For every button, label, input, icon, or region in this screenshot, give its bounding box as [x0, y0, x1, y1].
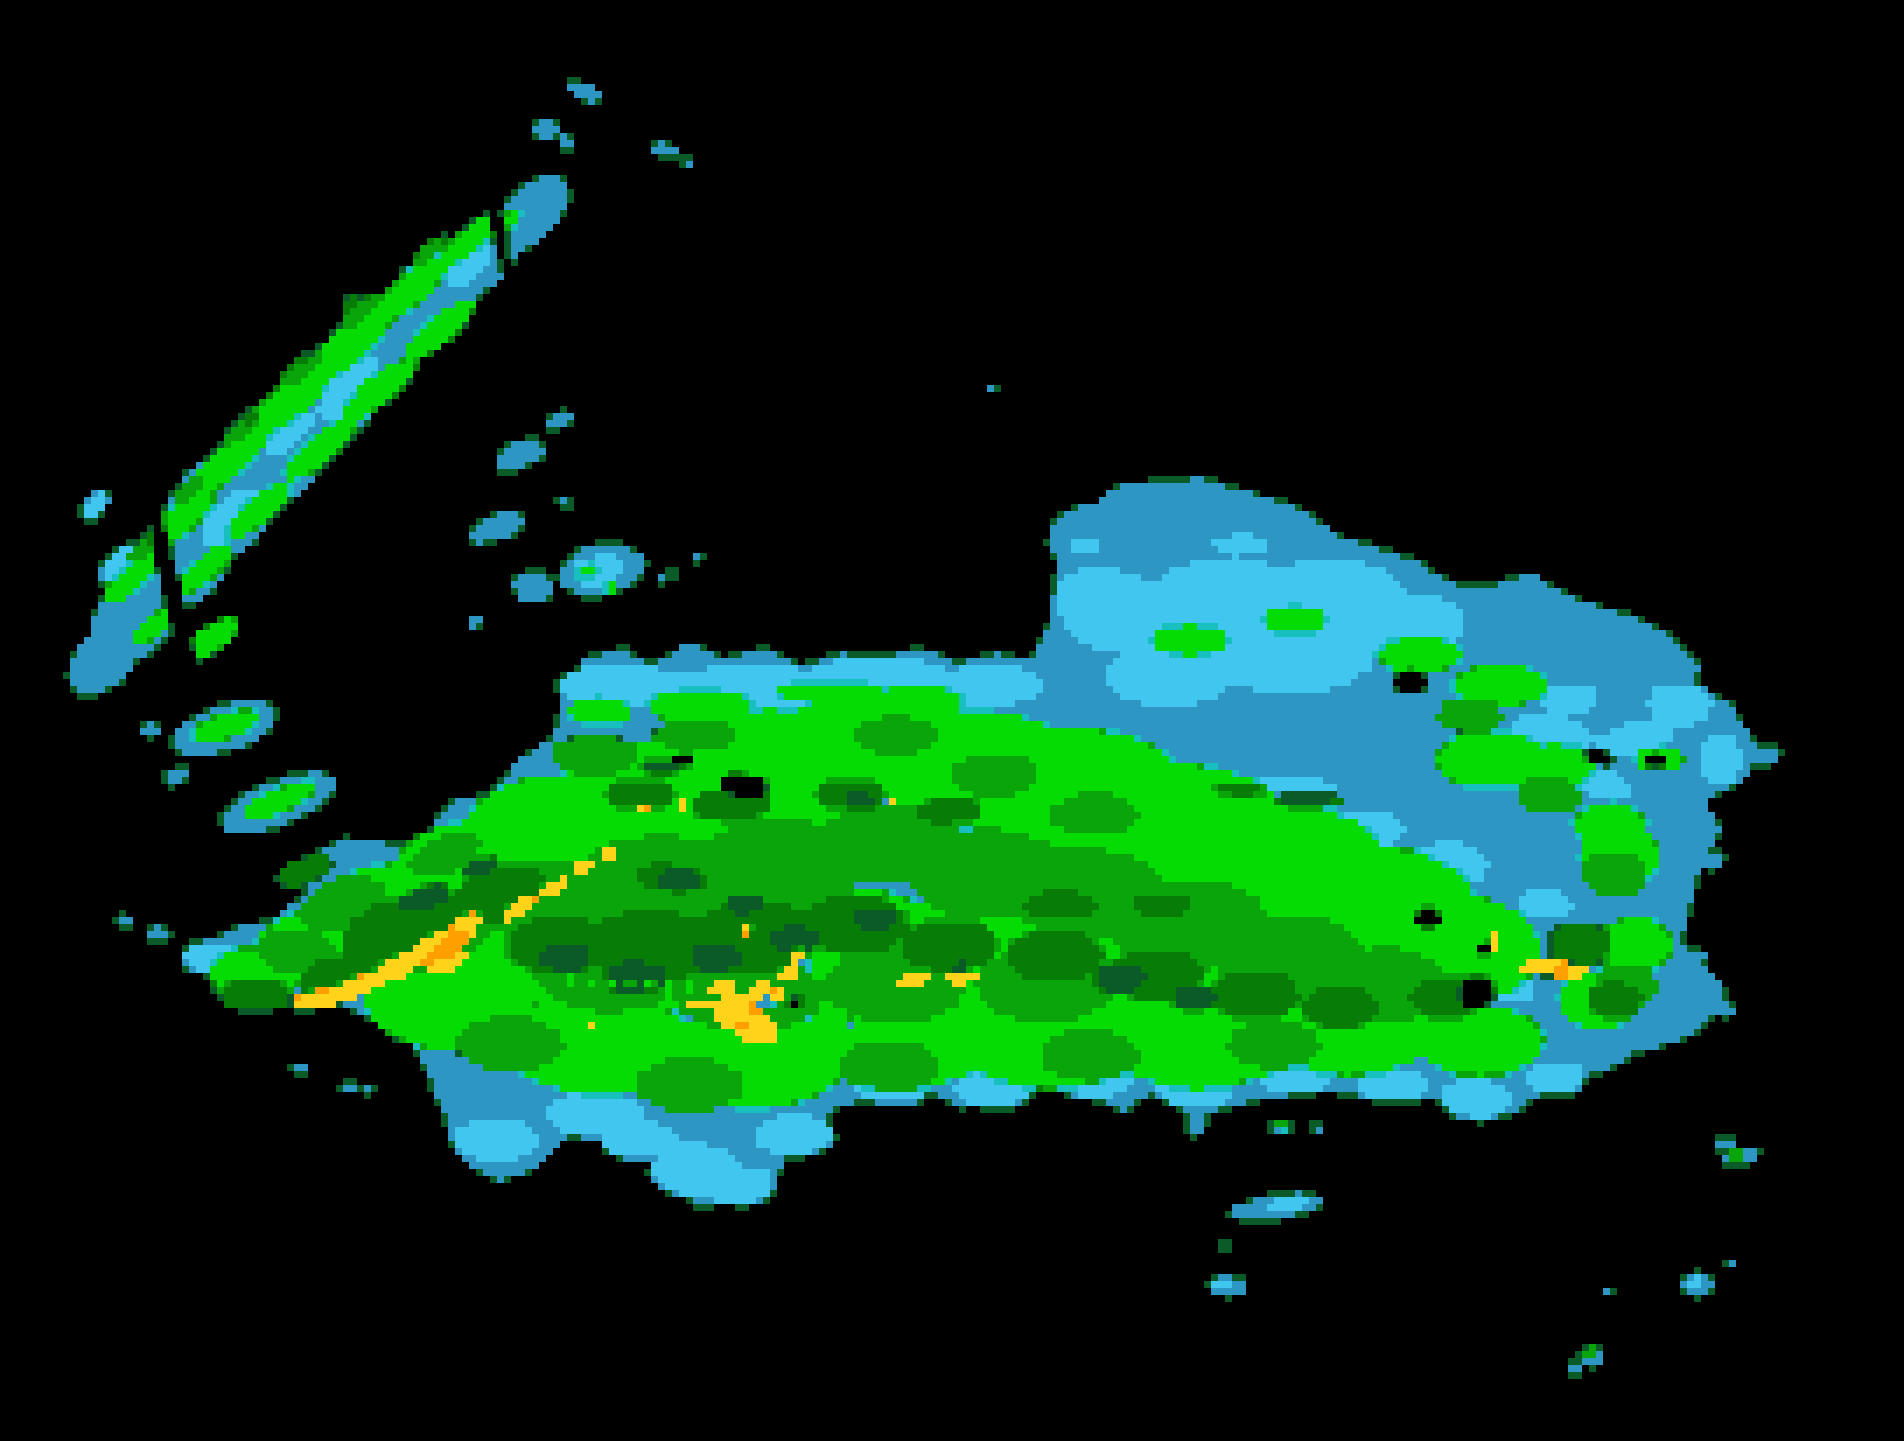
radar-canvas — [0, 0, 1904, 1441]
weather-radar-map — [0, 0, 1904, 1441]
